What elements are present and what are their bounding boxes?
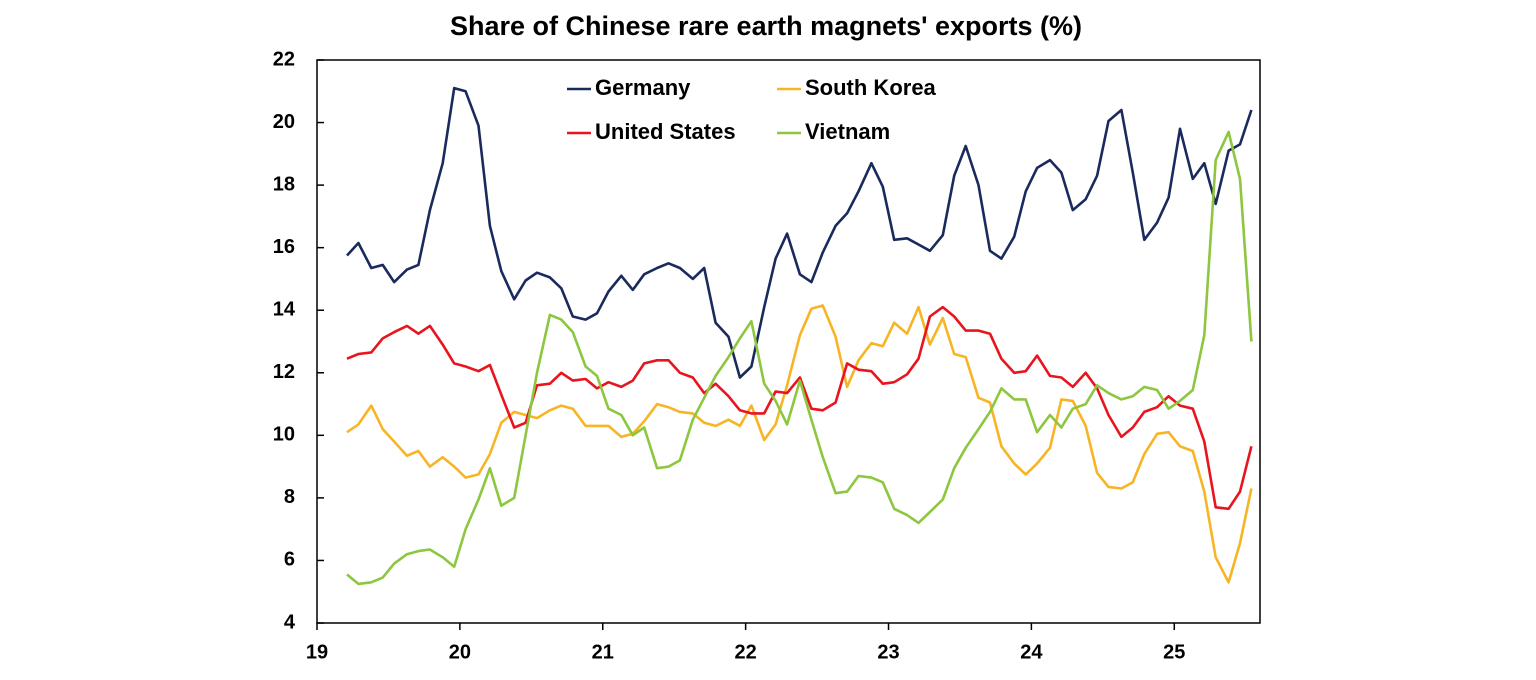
chart-title: Share of Chinese rare earth magnets' exp…	[450, 11, 1082, 41]
x-tick-label: 22	[735, 641, 757, 663]
x-tick-label: 20	[449, 641, 471, 663]
y-tick-label: 22	[273, 48, 295, 70]
y-tick-label: 14	[273, 299, 296, 321]
y-tick-label: 18	[273, 173, 295, 195]
legend-label: United States	[595, 119, 736, 144]
y-tick-label: 12	[273, 361, 295, 383]
y-tick-label: 4	[284, 611, 296, 633]
y-tick-label: 8	[284, 486, 295, 508]
series-line	[346, 305, 1253, 511]
y-tick-label: 6	[284, 549, 295, 571]
x-tick-label: 25	[1163, 641, 1185, 663]
series-line	[346, 304, 1253, 584]
legend-label: Vietnam	[805, 119, 890, 144]
series-line	[346, 130, 1253, 586]
x-tick-label: 21	[592, 641, 614, 663]
legend-label: South Korea	[805, 75, 937, 100]
series-line	[346, 86, 1253, 379]
legend-label: Germany	[595, 75, 691, 100]
plot-frame	[316, 59, 1261, 624]
x-tick-label: 23	[877, 641, 899, 663]
x-tick-label: 24	[1020, 641, 1043, 663]
y-tick-label: 20	[273, 111, 295, 133]
y-tick-label: 10	[273, 424, 295, 446]
y-tick-label: 16	[273, 236, 295, 258]
x-tick-label: 19	[306, 641, 328, 663]
